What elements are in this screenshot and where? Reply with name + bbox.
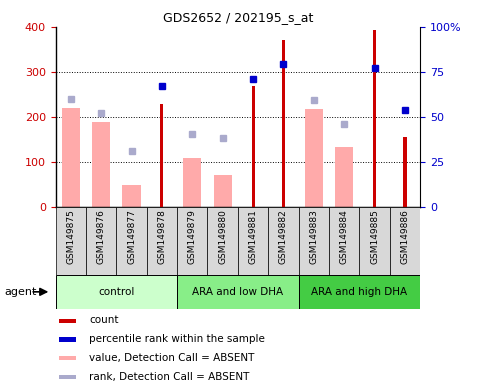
Text: GSM149885: GSM149885	[370, 209, 379, 264]
Text: value, Detection Call = ABSENT: value, Detection Call = ABSENT	[89, 353, 255, 363]
Text: GSM149883: GSM149883	[309, 209, 318, 264]
Bar	[177, 275, 298, 309]
Bar	[390, 207, 420, 275]
Title: GDS2652 / 202195_s_at: GDS2652 / 202195_s_at	[163, 11, 313, 24]
Bar	[213, 175, 232, 207]
Text: percentile rank within the sample: percentile rank within the sample	[89, 334, 265, 344]
Bar	[183, 158, 201, 207]
Text: GSM149882: GSM149882	[279, 209, 288, 264]
Bar	[329, 207, 359, 275]
Bar	[122, 185, 141, 207]
Text: GSM149884: GSM149884	[340, 209, 349, 264]
Text: control: control	[98, 287, 134, 297]
Bar	[359, 207, 390, 275]
Bar	[62, 108, 80, 207]
Bar	[177, 207, 208, 275]
Bar	[298, 207, 329, 275]
Text: count: count	[89, 315, 119, 325]
Text: GSM149879: GSM149879	[188, 209, 197, 264]
Bar	[56, 275, 177, 309]
Bar	[147, 207, 177, 275]
Bar	[403, 137, 407, 207]
Text: ARA and high DHA: ARA and high DHA	[312, 287, 408, 297]
Text: GSM149881: GSM149881	[249, 209, 257, 264]
Text: GSM149877: GSM149877	[127, 209, 136, 264]
Bar	[59, 356, 76, 360]
Bar	[268, 207, 298, 275]
Text: ARA and low DHA: ARA and low DHA	[192, 287, 284, 297]
Text: GSM149880: GSM149880	[218, 209, 227, 264]
Bar	[282, 40, 285, 207]
Bar	[373, 30, 376, 207]
Bar	[56, 207, 86, 275]
Bar	[208, 207, 238, 275]
Bar	[59, 319, 76, 323]
Bar	[59, 338, 76, 341]
Text: GSM149886: GSM149886	[400, 209, 410, 264]
Bar	[160, 104, 163, 207]
Text: agent: agent	[5, 287, 37, 297]
Bar	[59, 375, 76, 379]
Text: rank, Detection Call = ABSENT: rank, Detection Call = ABSENT	[89, 371, 250, 382]
Bar	[252, 86, 255, 207]
Bar	[335, 147, 354, 207]
Bar	[116, 207, 147, 275]
Bar	[86, 207, 116, 275]
Bar	[92, 122, 110, 207]
Text: GSM149875: GSM149875	[66, 209, 75, 264]
Text: GSM149878: GSM149878	[157, 209, 167, 264]
Text: GSM149876: GSM149876	[97, 209, 106, 264]
Bar	[238, 207, 268, 275]
Bar	[305, 109, 323, 207]
Bar	[298, 275, 420, 309]
